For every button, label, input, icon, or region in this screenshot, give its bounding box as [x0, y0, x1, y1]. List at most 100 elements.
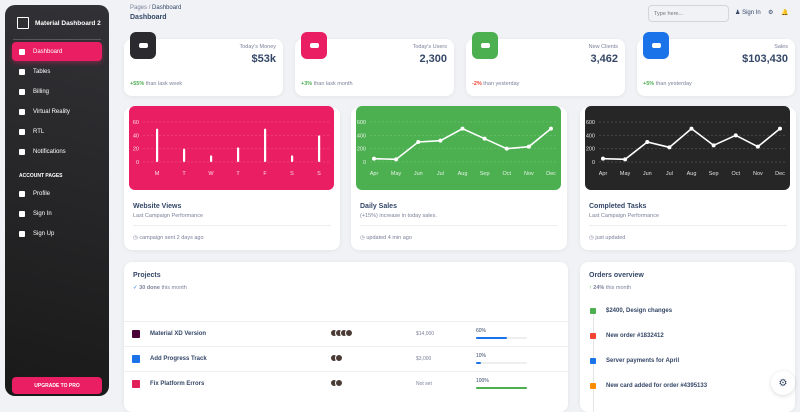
divider: [589, 225, 787, 226]
data-point: [667, 145, 672, 150]
stat-label: New Clients: [588, 44, 618, 50]
x-tick-label: Sep: [480, 171, 490, 177]
logo-icon: [17, 17, 29, 29]
sidebar-item-rtl[interactable]: RTL: [12, 122, 102, 141]
sidebar-item-label: RTL: [33, 128, 45, 135]
format-textdirection-icon: [19, 128, 25, 135]
breadcrumb-sep: /: [148, 5, 151, 11]
x-tick-label: Jun: [643, 171, 652, 177]
stat-card: Today's Users 2,300 +3% than lask month: [295, 32, 454, 96]
sidebar-item-label: Sign In: [33, 210, 52, 217]
clock-icon: ◷: [589, 235, 594, 241]
chart-title: Completed Tasks: [589, 203, 647, 210]
data-point: [733, 133, 738, 138]
orders-subtitle: ↑ 24% this month: [589, 285, 631, 291]
chart-title: Daily Sales: [360, 203, 397, 210]
settings-fab[interactable]: ⚙: [771, 371, 795, 395]
stat-footer: +3% than lask month: [301, 81, 353, 87]
y-tick-label: 600: [357, 120, 366, 126]
breadcrumb-pages[interactable]: Pages: [130, 5, 148, 11]
stat-value: $103,430: [742, 53, 788, 65]
chart-footer-text: just updated: [595, 235, 626, 241]
person-icon: [19, 190, 25, 197]
chart-card: 0 200 400 600 Apr May Jun Jul Aug Sep Oct Nov Dec Co…: [580, 106, 796, 250]
y-tick-label: 400: [586, 133, 595, 139]
stat-change: +3%: [301, 81, 313, 87]
stat-icon-box: [130, 32, 156, 59]
bar: [156, 128, 159, 162]
sidebar-item-billing[interactable]: Billing: [12, 82, 102, 101]
chart-subtitle: Last Campaign Performance: [589, 213, 660, 219]
sidebar-item-label: Billing: [33, 88, 50, 95]
stat-label: Today's Users: [412, 44, 447, 50]
stat-icon-box: [472, 32, 498, 59]
sidebar-item-sign-up[interactable]: Sign Up: [12, 224, 102, 243]
chart-box: 0 200 400 600 Apr May Jun Jul Aug Sep Oct Nov Dec: [585, 106, 790, 190]
login-icon: [19, 210, 25, 217]
bell-icon[interactable]: 🔔: [781, 10, 789, 16]
chart-card: 0 20 40 60 M T W T F S S Website Views Last Campai…: [124, 106, 340, 250]
sidebar-item-virtual-reality[interactable]: Virtual Reality: [12, 102, 102, 121]
table-row[interactable]: Fix Platform Errors Not set 100%: [124, 371, 568, 396]
sidebar-item-profile[interactable]: Profile: [12, 184, 102, 203]
data-point: [394, 157, 399, 162]
x-tick-label: Nov: [524, 171, 534, 177]
data-point: [778, 126, 782, 131]
members: [330, 354, 343, 364]
members: [330, 329, 353, 339]
stat-icon: [309, 43, 319, 48]
bar: [291, 155, 294, 162]
divider: [360, 225, 558, 226]
data-point: [711, 143, 716, 148]
x-tick-label: Jun: [414, 171, 423, 177]
x-tick-label: Aug: [687, 171, 697, 177]
upgrade-button[interactable]: UPGRADE TO PRO: [12, 377, 102, 394]
bar: [318, 135, 321, 162]
sign-in-link[interactable]: ♟ Sign In: [735, 9, 761, 16]
project-budget: $3,000: [416, 356, 432, 362]
chart-footer-text: campaign sent 2 days ago: [139, 235, 204, 241]
y-tick-label: 0: [363, 160, 366, 166]
order-text: New card added for order #4395133: [606, 383, 708, 389]
stat-value: 2,300: [419, 53, 447, 65]
sidebar-item-label: Notifications: [33, 148, 66, 155]
chart-card: 0 200 400 600 Apr May Jun Jul Aug Sep Oct Nov Dec Da…: [351, 106, 567, 250]
chart-subtitle: (+15%) increase in today sales.: [360, 213, 437, 219]
credit-card-icon: [590, 383, 596, 389]
search-input[interactable]: [648, 5, 729, 22]
stat-change: -2%: [472, 81, 482, 87]
stat-icon: [138, 43, 148, 48]
series-line: [373, 127, 552, 161]
breadcrumb: Pages / Dashboard: [130, 5, 181, 11]
avatar[interactable]: [335, 354, 343, 362]
y-tick-label: 200: [357, 147, 366, 153]
x-tick-label: Nov: [753, 171, 763, 177]
project-name: Add Progress Track: [150, 356, 207, 362]
avatar[interactable]: [345, 329, 353, 337]
x-tick-label: S: [317, 171, 321, 177]
sidebar-item-tables[interactable]: Tables: [12, 62, 102, 81]
table-row[interactable]: Add Progress Track $3,000 10%: [124, 346, 568, 371]
chart: 0 200 400 600 Apr May Jun Jul Aug Sep Oct Nov Dec: [357, 120, 556, 177]
y-tick-label: 0: [592, 160, 595, 166]
stat-change-text: than yesterday: [654, 81, 692, 87]
sidebar-item-notifications[interactable]: Notifications: [12, 142, 102, 161]
bar: [210, 155, 213, 162]
y-tick-label: 60: [133, 120, 139, 126]
chart: 0 20 40 60 M T W T F S S: [133, 120, 329, 177]
sidebar-item-dashboard[interactable]: Dashboard: [12, 42, 102, 61]
sidebar-item-label: Dashboard: [33, 48, 63, 55]
data-point: [755, 144, 760, 149]
table-row[interactable]: Material XD Version $14,000 60%: [124, 321, 568, 346]
sidebar-item-label: Profile: [33, 190, 51, 197]
avatar[interactable]: [335, 379, 343, 387]
chart-footer-text: updated 4 min ago: [366, 235, 412, 241]
gear-icon[interactable]: ⚙: [768, 10, 774, 16]
chart-title: Website Views: [133, 203, 182, 210]
orders-title: Orders overview: [589, 272, 644, 279]
brand[interactable]: Material Dashboard 2: [17, 17, 101, 29]
data-point: [526, 144, 531, 149]
sidebar-item-sign-in[interactable]: Sign In: [12, 204, 102, 223]
data-point: [504, 146, 509, 151]
sidebar-item-label: Virtual Reality: [33, 108, 70, 115]
